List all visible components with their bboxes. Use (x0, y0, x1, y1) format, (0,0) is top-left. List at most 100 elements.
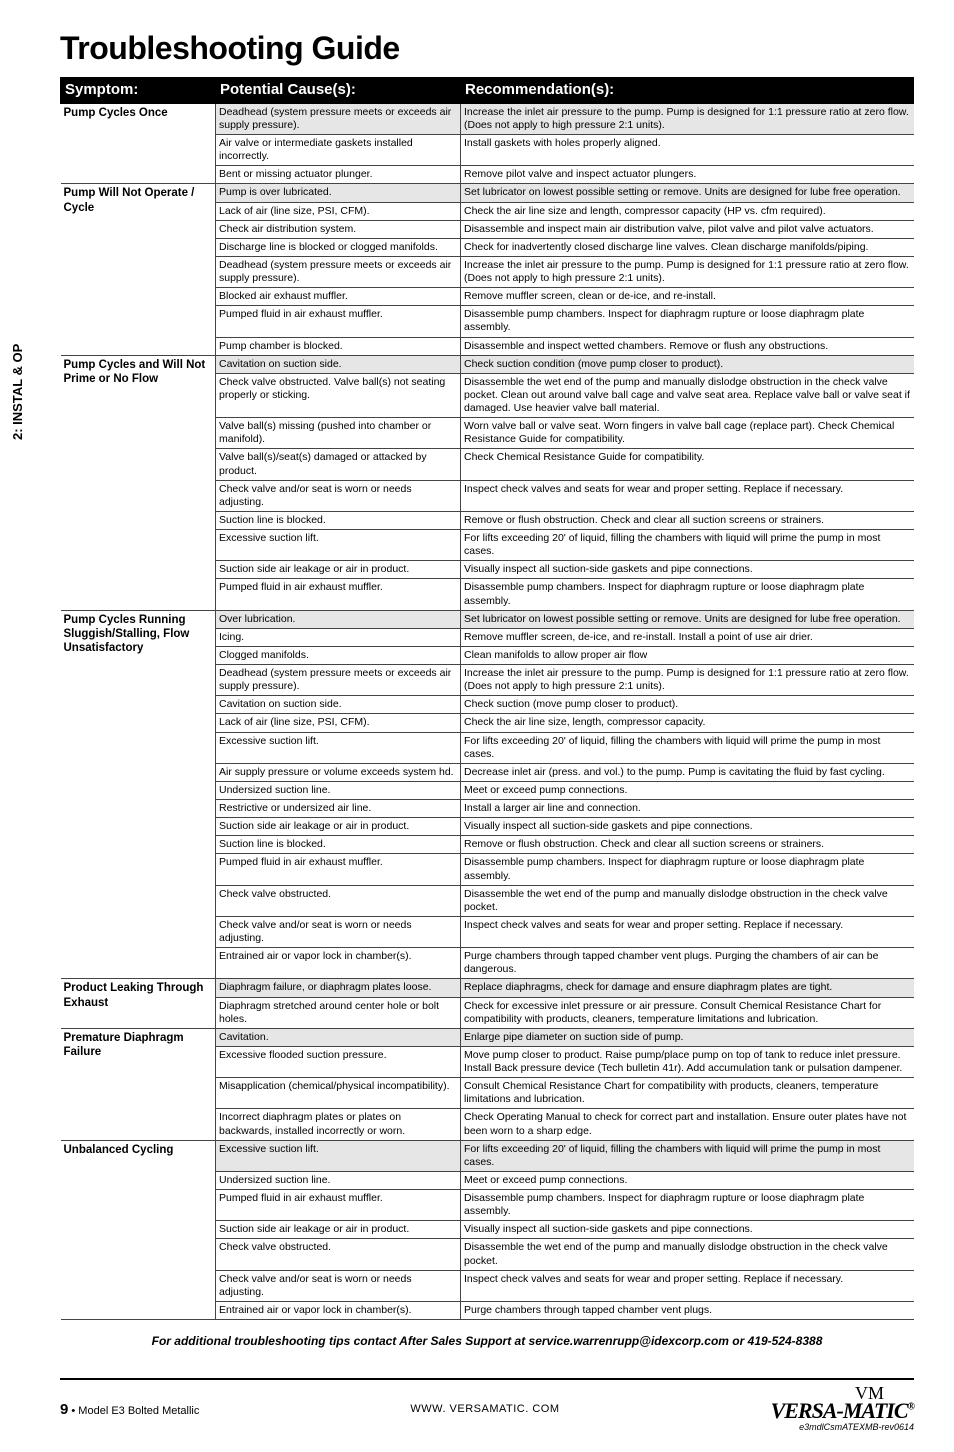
recommendation-cell: Consult Chemical Resistance Chart for co… (461, 1078, 914, 1109)
cause-cell: Pumped fluid in air exhaust muffler. (216, 579, 461, 610)
recommendation-cell: Remove muffler screen, de-ice, and re-in… (461, 628, 914, 646)
recommendation-cell: Install a larger air line and connection… (461, 800, 914, 818)
recommendation-cell: Visually inspect all suction-side gasket… (461, 1221, 914, 1239)
recommendation-cell: Inspect check valves and seats for wear … (461, 480, 914, 511)
symptom-cell: Unbalanced Cycling (61, 1140, 216, 1319)
cause-cell: Air valve or intermediate gaskets instal… (216, 135, 461, 166)
recommendation-cell: Disassemble pump chambers. Inspect for d… (461, 1190, 914, 1221)
recommendation-cell: Remove or flush obstruction. Check and c… (461, 511, 914, 529)
cause-cell: Undersized suction line. (216, 1171, 461, 1189)
recommendation-cell: Remove muffler screen, clean or de-ice, … (461, 288, 914, 306)
cause-cell: Pump is over lubricated. (216, 184, 461, 202)
cause-cell: Valve ball(s)/seat(s) damaged or attacke… (216, 449, 461, 480)
cause-cell: Entrained air or vapor lock in chamber(s… (216, 948, 461, 979)
recommendation-cell: Install gaskets with holes properly alig… (461, 135, 914, 166)
cause-cell: Entrained air or vapor lock in chamber(s… (216, 1301, 461, 1319)
recommendation-cell: Visually inspect all suction-side gasket… (461, 818, 914, 836)
cause-cell: Undersized suction line. (216, 781, 461, 799)
cause-cell: Cavitation. (216, 1028, 461, 1046)
cause-cell: Excessive suction lift. (216, 1140, 461, 1171)
col-recommendation: Recommendation(s): (461, 78, 914, 104)
recommendation-cell: Worn valve ball or valve seat. Worn fing… (461, 418, 914, 449)
recommendation-cell: For lifts exceeding 20' of liquid, filli… (461, 1140, 914, 1171)
symptom-cell: Pump Will Not Operate / Cycle (61, 184, 216, 355)
cause-cell: Pumped fluid in air exhaust muffler. (216, 306, 461, 337)
recommendation-cell: Check suction (move pump closer to produ… (461, 696, 914, 714)
recommendation-cell: Disassemble pump chambers. Inspect for d… (461, 579, 914, 610)
recommendation-cell: Decrease inlet air (press. and vol.) to … (461, 763, 914, 781)
recommendation-cell: Enlarge pipe diameter on suction side of… (461, 1028, 914, 1046)
symptom-cell: Pump Cycles Once (61, 103, 216, 184)
page-number: 9 (60, 1401, 68, 1418)
symptom-cell: Pump Cycles Running Sluggish/Stalling, F… (61, 610, 216, 979)
page-title: Troubleshooting Guide (60, 30, 914, 67)
cause-cell: Restrictive or undersized air line. (216, 800, 461, 818)
table-row: Product Leaking Through ExhaustDiaphragm… (61, 979, 914, 997)
recommendation-cell: Visually inspect all suction-side gasket… (461, 561, 914, 579)
cause-cell: Cavitation on suction side. (216, 696, 461, 714)
cause-cell: Diaphragm stretched around center hole o… (216, 997, 461, 1028)
recommendation-cell: Check for excessive inlet pressure or ai… (461, 997, 914, 1028)
recommendation-cell: Move pump closer to product. Raise pump/… (461, 1046, 914, 1077)
cause-cell: Cavitation on suction side. (216, 355, 461, 373)
cause-cell: Air supply pressure or volume exceeds sy… (216, 763, 461, 781)
cause-cell: Pump chamber is blocked. (216, 337, 461, 355)
cause-cell: Lack of air (line size, PSI, CFM). (216, 714, 461, 732)
cause-cell: Bent or missing actuator plunger. (216, 166, 461, 184)
recommendation-cell: Disassemble pump chambers. Inspect for d… (461, 306, 914, 337)
recommendation-cell: Check suction condition (move pump close… (461, 355, 914, 373)
recommendation-cell: Clean manifolds to allow proper air flow (461, 646, 914, 664)
recommendation-cell: Disassemble the wet end of the pump and … (461, 885, 914, 916)
cause-cell: Incorrect diaphragm plates or plates on … (216, 1109, 461, 1140)
cause-cell: Check valve obstructed. (216, 885, 461, 916)
table-row: Pump Will Not Operate / CyclePump is ove… (61, 184, 914, 202)
footer-bar: 9 • Model E3 Bolted Metallic WWW. VERSAM… (60, 1378, 914, 1432)
recommendation-cell: Disassemble pump chambers. Inspect for d… (461, 854, 914, 885)
symptom-cell: Pump Cycles and Will Not Prime or No Flo… (61, 355, 216, 610)
cause-cell: Valve ball(s) missing (pushed into chamb… (216, 418, 461, 449)
cause-cell: Check valve and/or seat is worn or needs… (216, 480, 461, 511)
cause-cell: Suction side air leakage or air in produ… (216, 1221, 461, 1239)
recommendation-cell: Check for inadvertently closed discharge… (461, 238, 914, 256)
table-row: Unbalanced CyclingExcessive suction lift… (61, 1140, 914, 1171)
cause-cell: Excessive flooded suction pressure. (216, 1046, 461, 1077)
cause-cell: Check valve and/or seat is worn or needs… (216, 916, 461, 947)
cause-cell: Icing. (216, 628, 461, 646)
cause-cell: Deadhead (system pressure meets or excee… (216, 665, 461, 696)
recommendation-cell: Increase the inlet air pressure to the p… (461, 256, 914, 287)
recommendation-cell: For lifts exceeding 20' of liquid, filli… (461, 732, 914, 763)
symptom-cell: Premature Diaphragm Failure (61, 1028, 216, 1140)
cause-cell: Clogged manifolds. (216, 646, 461, 664)
brand-logo: VERSA-MATIC® (771, 1400, 914, 1422)
model-label: • Model E3 Bolted Metallic (68, 1405, 199, 1417)
cause-cell: Blocked air exhaust muffler. (216, 288, 461, 306)
recommendation-cell: Check the air line size, length, compres… (461, 714, 914, 732)
col-cause: Potential Cause(s): (216, 78, 461, 104)
cause-cell: Pumped fluid in air exhaust muffler. (216, 1190, 461, 1221)
recommendation-cell: Remove or flush obstruction. Check and c… (461, 836, 914, 854)
troubleshooting-table: Symptom: Potential Cause(s): Recommendat… (60, 77, 914, 1320)
cause-cell: Discharge line is blocked or clogged man… (216, 238, 461, 256)
recommendation-cell: Remove pilot valve and inspect actuator … (461, 166, 914, 184)
recommendation-cell: Purge chambers through tapped chamber ve… (461, 1301, 914, 1319)
symptom-cell: Product Leaking Through Exhaust (61, 979, 216, 1028)
cause-cell: Misapplication (chemical/physical incomp… (216, 1078, 461, 1109)
cause-cell: Check valve and/or seat is worn or needs… (216, 1270, 461, 1301)
recommendation-cell: Purge chambers through tapped chamber ve… (461, 948, 914, 979)
cause-cell: Check valve obstructed. Valve ball(s) no… (216, 373, 461, 417)
recommendation-cell: Check Operating Manual to check for corr… (461, 1109, 914, 1140)
page-container: Troubleshooting Guide Symptom: Potential… (0, 0, 954, 1452)
recommendation-cell: Inspect check valves and seats for wear … (461, 916, 914, 947)
recommendation-cell: Set lubricator on lowest possible settin… (461, 610, 914, 628)
footer-url: WWW. VERSAMATIC. COM (410, 1403, 559, 1415)
recommendation-cell: Disassemble the wet end of the pump and … (461, 373, 914, 417)
cause-cell: Check valve obstructed. (216, 1239, 461, 1270)
cause-cell: Deadhead (system pressure meets or excee… (216, 103, 461, 134)
footer-brand-block: VM VERSA-MATIC® e3mdlCsmATEXMB-rev0614 (771, 1386, 914, 1432)
cause-cell: Lack of air (line size, PSI, CFM). (216, 202, 461, 220)
cause-cell: Check air distribution system. (216, 220, 461, 238)
cause-cell: Over lubrication. (216, 610, 461, 628)
cause-cell: Suction line is blocked. (216, 511, 461, 529)
recommendation-cell: Disassemble and inspect main air distrib… (461, 220, 914, 238)
table-row: Pump Cycles and Will Not Prime or No Flo… (61, 355, 914, 373)
